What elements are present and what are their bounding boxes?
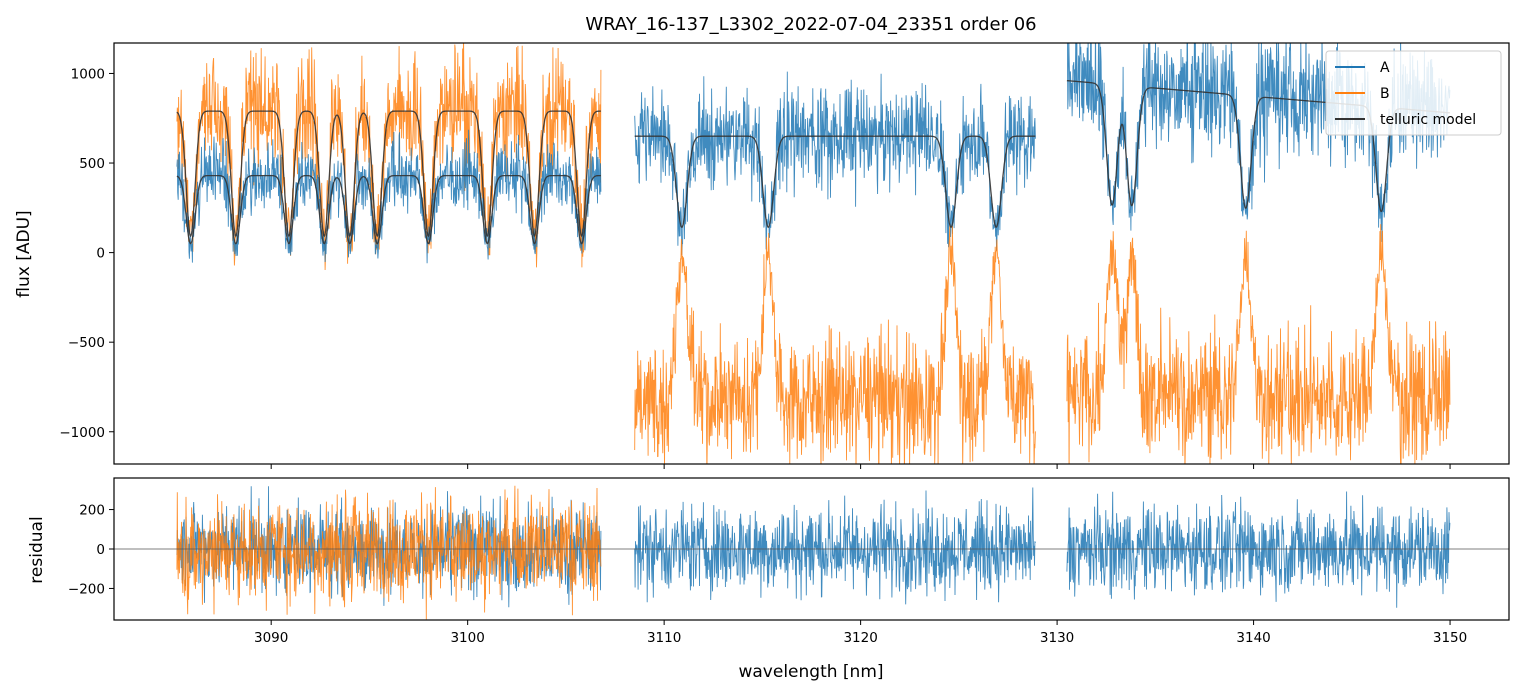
y-tick-label-top-3: −500 bbox=[68, 335, 105, 351]
x-tick-label-3130: 3130 bbox=[1040, 630, 1074, 646]
residual-plot-area bbox=[176, 485, 1451, 620]
residual-panel: 3090 3100 3110 3120 3130 3140 3150 200 0 −200 bbox=[68, 477, 1510, 646]
x-axis-label: wavelength [nm] bbox=[738, 662, 883, 682]
model-segment-3 bbox=[1066, 79, 1451, 213]
series-b-segment-3 bbox=[1066, 224, 1451, 464]
x-tick-label-3140: 3140 bbox=[1236, 630, 1270, 646]
top-ylabel: flux [ADU] bbox=[14, 210, 34, 297]
model-segment-2 bbox=[634, 135, 1036, 228]
y-tick-label-top-1: 500 bbox=[79, 156, 105, 172]
x-tick-label-3110: 3110 bbox=[647, 630, 681, 646]
x-tick-label-3090: 3090 bbox=[254, 630, 288, 646]
y-tick-label-top-2: 0 bbox=[96, 246, 105, 262]
chart-title: WRAY_16-137_L3302_2022-07-04_23351 order… bbox=[585, 14, 1036, 35]
bottom-ylabel: residual bbox=[27, 516, 47, 583]
residual-a-segment-2 bbox=[634, 487, 1036, 605]
flux-axes-frame bbox=[113, 42, 1510, 465]
y-tick-label-top-0: 1000 bbox=[71, 66, 105, 82]
residual-b-segment-1 bbox=[176, 485, 602, 620]
y-tick-label-top-4: −1000 bbox=[59, 425, 105, 441]
flux-plot-area bbox=[176, 43, 1451, 464]
legend: A B telluric model bbox=[1325, 50, 1502, 136]
series-a-segment-1 bbox=[176, 129, 602, 264]
x-tick-label-3100: 3100 bbox=[450, 630, 484, 646]
legend-label-a: A bbox=[1380, 60, 1390, 76]
legend-label-b: B bbox=[1380, 86, 1390, 102]
y-tick-label-bottom-1: 0 bbox=[96, 542, 105, 558]
x-tick-label-3150: 3150 bbox=[1433, 630, 1467, 646]
model-a-segment-1 bbox=[176, 174, 601, 245]
y-tick-label-bottom-0: 200 bbox=[79, 503, 105, 519]
series-a-segment-3 bbox=[1066, 43, 1451, 242]
residual-a-segment-3 bbox=[1066, 491, 1451, 608]
flux-panel: 1000 500 0 −500 −1000 bbox=[59, 42, 1510, 469]
model-b-segment-1 bbox=[176, 110, 601, 238]
series-b-segment-2 bbox=[634, 224, 1036, 464]
x-tick-label-3120: 3120 bbox=[843, 630, 877, 646]
series-a-segment-2 bbox=[634, 71, 1036, 256]
y-tick-label-bottom-2: −200 bbox=[68, 581, 105, 597]
legend-label-model: telluric model bbox=[1380, 112, 1476, 128]
